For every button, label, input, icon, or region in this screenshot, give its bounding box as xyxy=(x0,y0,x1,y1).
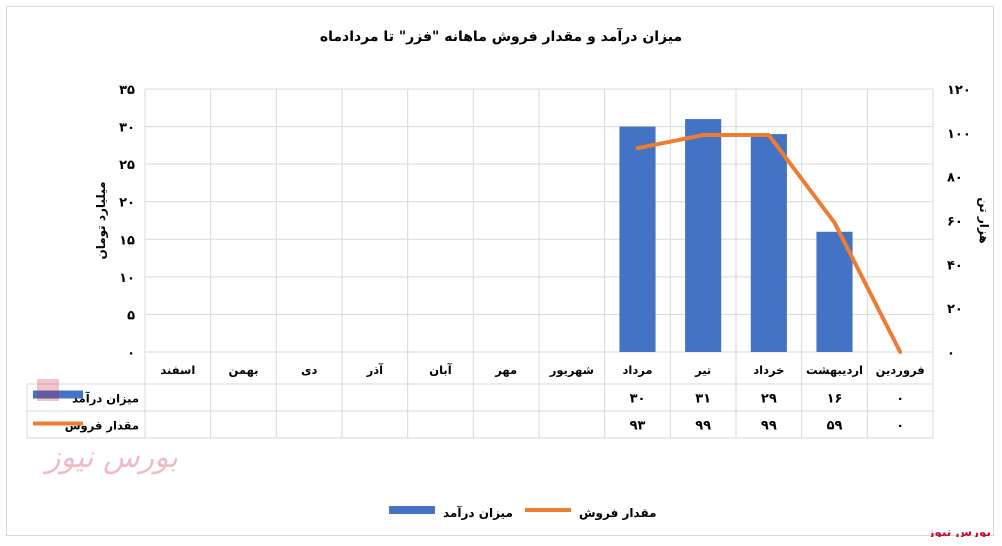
y-left-axis-title: میلیارد تومان xyxy=(94,181,109,259)
y-left-tick-label: ۳۰ xyxy=(119,121,135,136)
y-left-tick-label: ۱۰ xyxy=(119,271,135,286)
bar xyxy=(816,231,853,352)
table-cell: ۰ xyxy=(896,392,904,407)
y-left-tick-label: ۳۵ xyxy=(119,83,135,98)
table-cell: ۱۶ xyxy=(827,392,843,407)
table-row-label: مقدار فروش xyxy=(65,419,139,434)
legend-bar-label: میزان درآمد xyxy=(443,505,513,520)
table-legend-bar xyxy=(33,390,83,399)
category-label: دی xyxy=(301,363,318,377)
chart-canvas: بورس نیوز ۰ ۵ ۱۰ ۱۵ ۲۰ ۲۵ ۳۰ ۳۵ ۰ ۲۰ ۴۰ ۶۰ ۸۰ ۱۰۰ ۱۲۰ م… xyxy=(26,27,991,537)
y-right-tick-label: ۰ xyxy=(947,346,955,361)
category-label: تیر xyxy=(694,363,711,377)
y-right-tick-label: ۴۰ xyxy=(947,258,963,273)
chart-frame: بورس نیوز ۰ ۵ ۱۰ ۱۵ ۲۰ ۲۵ ۳۰ ۳۵ ۰ ۲۰ ۴۰ ۶۰ ۸۰ ۱۰۰ ۱۲۰ م… xyxy=(6,6,994,537)
source-credit: بورس نیوز xyxy=(926,525,991,537)
category-label: اسفند xyxy=(160,363,195,377)
table-cell: ۹۹ xyxy=(761,419,777,434)
category-label: بهمن xyxy=(229,363,259,377)
y-right-tick-label: ۱۰۰ xyxy=(947,127,971,142)
logo-square xyxy=(37,379,59,401)
line-point xyxy=(702,134,704,136)
category-label: آذر xyxy=(366,363,385,377)
category-label: اردیبهشت xyxy=(806,363,863,377)
line-point xyxy=(834,222,835,224)
line-point xyxy=(768,134,770,136)
table-cell: ۳۰ xyxy=(630,392,646,407)
bar xyxy=(619,126,656,352)
bar xyxy=(685,119,722,352)
y-right-tick-label: ۶۰ xyxy=(947,215,963,230)
table-cell: ۲۹ xyxy=(761,392,777,407)
category-label: آبان xyxy=(429,363,452,377)
table-cell: ۵۹ xyxy=(827,419,843,434)
line-point xyxy=(899,351,901,353)
bar xyxy=(750,134,787,352)
chart-title: میزان درآمد و مقدار فروش ماهانه "فزر" تا… xyxy=(320,27,682,45)
category-label: خرداد xyxy=(753,363,784,377)
y-right-axis-title: هزار تن xyxy=(977,197,991,243)
y-right-tick-label: ۱۲۰ xyxy=(947,83,971,98)
line-point xyxy=(637,147,638,149)
watermark-logo: بورس نیوز xyxy=(37,379,178,475)
y-right-tick-label: ۸۰ xyxy=(947,171,963,186)
category-label: مهر xyxy=(494,363,517,377)
y-left-tick-label: ۲۰ xyxy=(119,196,135,211)
table-cell: ۹۳ xyxy=(630,419,646,434)
y-left-tick-label: ۵ xyxy=(127,308,135,323)
table-row-label: میزان درآمد xyxy=(72,392,139,406)
category-label: شهریور xyxy=(549,363,594,378)
y-right-tick-label: ۲۰ xyxy=(947,302,963,317)
table-cell: ۹۹ xyxy=(695,419,711,434)
legend-line-label: مقدار فروش xyxy=(579,506,657,521)
legend-bar-swatch xyxy=(389,506,435,514)
table-cell: ۰ xyxy=(896,419,904,434)
y-left-tick-label: ۰ xyxy=(127,346,135,361)
y-left-tick-label: ۱۵ xyxy=(119,233,135,248)
y-left-tick-label: ۲۵ xyxy=(119,158,135,173)
category-label: مرداد xyxy=(622,363,652,377)
table-cell: ۳۱ xyxy=(695,392,711,407)
watermark-text: بورس نیوز xyxy=(42,440,178,475)
category-label: فروردین xyxy=(876,363,925,378)
